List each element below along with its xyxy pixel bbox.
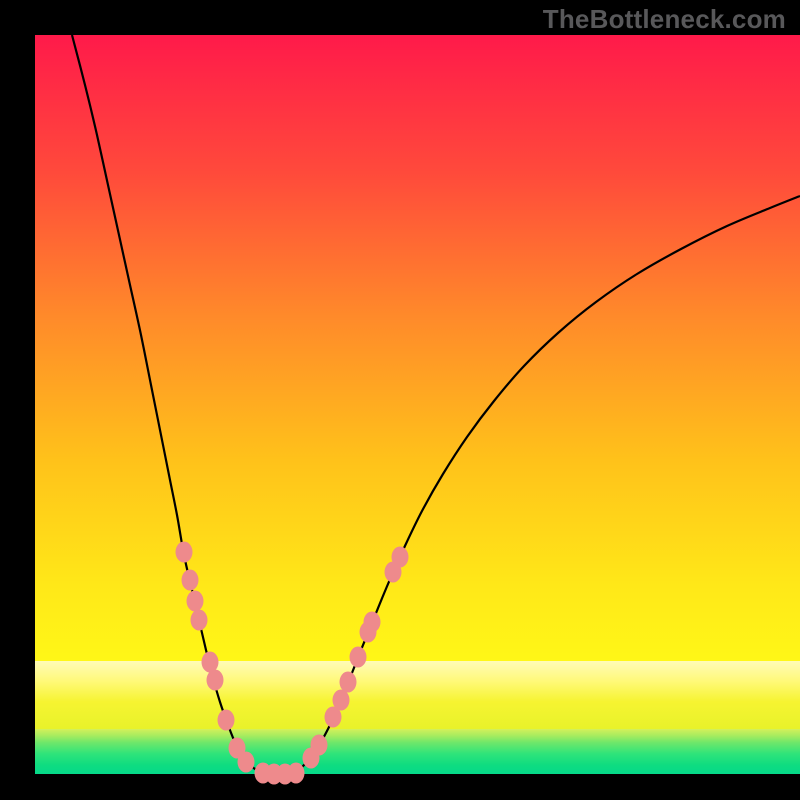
- green-band: [0, 729, 800, 774]
- frame-left: [0, 0, 35, 800]
- chart-background: [0, 0, 800, 800]
- chart-stage: TheBottleneck.com: [0, 0, 800, 800]
- heat-gradient: [0, 35, 800, 661]
- bottom-black-strip: [0, 774, 800, 800]
- pale-yellow-band: [0, 661, 800, 729]
- watermark-text: TheBottleneck.com: [543, 4, 786, 35]
